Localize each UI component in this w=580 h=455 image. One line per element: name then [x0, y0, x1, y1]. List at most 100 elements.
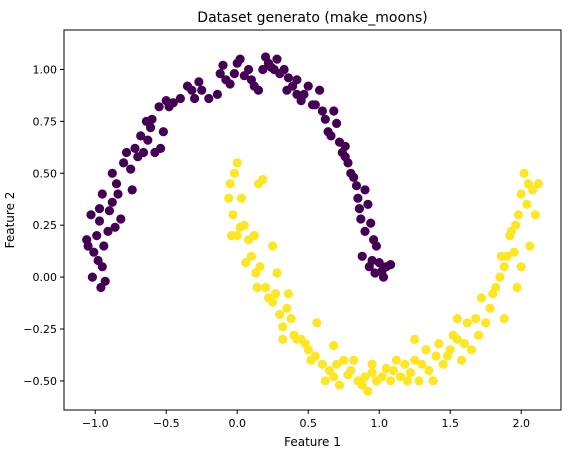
x-axis-label: Feature 1 [284, 435, 341, 449]
data-point-class-0 [116, 214, 126, 224]
data-point-class-0 [351, 181, 362, 191]
data-point-class-1 [357, 380, 367, 390]
data-point-class-0 [111, 179, 122, 189]
data-point-class-1 [462, 318, 472, 328]
data-point-class-0 [197, 85, 207, 95]
data-point-class-0 [107, 168, 117, 178]
data-point-class-1 [457, 355, 467, 365]
data-point-class-0 [225, 79, 235, 89]
data-point-class-1 [485, 303, 495, 313]
data-point-class-1 [516, 262, 526, 272]
data-point-class-0 [103, 226, 113, 236]
data-point-class-1 [232, 158, 242, 168]
data-point-class-1 [312, 318, 322, 328]
data-points [82, 52, 543, 396]
data-point-class-0 [154, 102, 164, 112]
data-point-class-0 [354, 204, 364, 214]
data-point-class-0 [326, 131, 336, 141]
data-point-class-0 [143, 135, 153, 145]
data-point-class-0 [386, 260, 396, 270]
data-point-class-0 [126, 164, 136, 174]
data-point-class-0 [97, 189, 107, 199]
data-point-class-1 [286, 314, 296, 324]
data-point-class-0 [89, 247, 99, 257]
data-point-class-1 [421, 345, 431, 355]
data-point-class-1 [255, 262, 265, 272]
x-tick-label: 0.5 [299, 417, 317, 430]
data-point-class-1 [410, 355, 420, 365]
data-point-class-1 [367, 368, 377, 378]
x-axis: −1.0 −0.5 0.0 0.5 1.0 1.5 2.0 [82, 410, 530, 430]
data-point-class-0 [87, 272, 97, 282]
data-point-class-0 [158, 127, 168, 137]
data-point-class-0 [292, 75, 302, 85]
data-point-class-1 [481, 318, 491, 328]
y-axis-label: Feature 2 [3, 192, 17, 249]
data-point-class-1 [258, 174, 268, 185]
data-point-class-0 [194, 77, 204, 87]
plot-area-frame [63, 29, 562, 411]
data-point-class-1 [513, 210, 524, 220]
data-point-class-0 [360, 185, 370, 195]
data-point-class-1 [381, 363, 391, 374]
data-point-class-1 [466, 345, 477, 355]
data-point-class-0 [317, 106, 327, 116]
data-point-class-1 [303, 345, 313, 355]
data-point-class-0 [364, 262, 374, 272]
data-point-class-1 [391, 355, 401, 365]
data-point-class-1 [386, 376, 396, 386]
data-point-class-1 [400, 359, 410, 369]
data-point-class-1 [496, 251, 506, 261]
data-point-class-1 [388, 365, 398, 376]
x-tick-label: 1.5 [441, 417, 459, 430]
data-point-class-0 [130, 143, 140, 153]
data-point-class-0 [94, 204, 105, 214]
data-point-class-0 [340, 141, 350, 151]
data-point-class-1 [445, 345, 455, 355]
x-tick-label: 0.0 [228, 417, 246, 430]
data-point-class-1 [339, 355, 349, 365]
data-point-class-1 [506, 226, 516, 236]
data-point-class-0 [279, 64, 289, 75]
data-point-class-0 [310, 100, 320, 110]
data-point-class-0 [110, 222, 120, 232]
data-point-class-1 [474, 330, 484, 340]
data-point-class-0 [204, 93, 214, 104]
data-point-class-0 [235, 54, 245, 64]
data-point-class-1 [428, 376, 438, 386]
data-point-class-1 [519, 168, 529, 178]
data-point-class-1 [310, 351, 320, 361]
data-point-class-0 [187, 85, 197, 95]
data-point-class-1 [329, 372, 339, 382]
data-point-class-1 [268, 297, 278, 307]
data-point-class-1 [417, 359, 427, 369]
data-point-class-1 [452, 314, 462, 324]
data-point-class-1 [471, 314, 481, 324]
data-point-class-1 [377, 372, 387, 382]
data-point-class-1 [516, 189, 526, 199]
data-point-class-0 [215, 69, 225, 79]
data-point-class-0 [340, 152, 350, 162]
y-tick-label: 0.25 [33, 219, 58, 232]
data-point-class-1 [268, 241, 278, 251]
data-point-class-1 [239, 220, 249, 230]
data-point-class-0 [363, 199, 373, 209]
y-tick-label: 0.75 [33, 115, 58, 128]
data-point-class-0 [100, 276, 110, 286]
data-point-class-1 [499, 262, 509, 272]
y-tick-label: 1.00 [33, 63, 58, 76]
data-point-class-1 [252, 282, 262, 293]
data-point-class-1 [246, 251, 256, 261]
data-point-class-1 [278, 322, 288, 332]
data-point-class-1 [320, 376, 330, 386]
data-point-class-0 [378, 272, 389, 282]
data-point-class-0 [86, 210, 96, 220]
data-point-class-1 [525, 241, 535, 251]
data-point-class-1 [283, 289, 293, 299]
data-point-class-1 [271, 289, 281, 299]
data-point-class-1 [236, 193, 247, 203]
data-point-class-1 [533, 179, 543, 189]
data-point-class-1 [229, 168, 239, 178]
data-point-class-0 [303, 81, 313, 91]
